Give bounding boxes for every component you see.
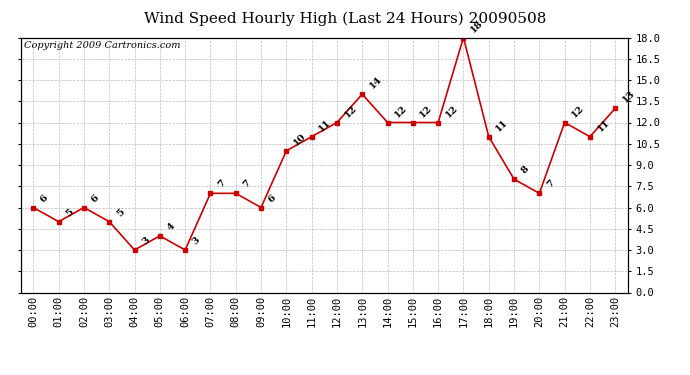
Text: 6: 6 bbox=[266, 193, 278, 204]
Text: 5: 5 bbox=[115, 207, 126, 218]
Text: 11: 11 bbox=[494, 117, 510, 133]
Text: 7: 7 bbox=[241, 178, 253, 190]
Text: 13: 13 bbox=[621, 89, 637, 105]
Text: 4: 4 bbox=[166, 221, 177, 232]
Text: 8: 8 bbox=[520, 165, 531, 176]
Text: 12: 12 bbox=[418, 103, 434, 119]
Text: 7: 7 bbox=[545, 178, 556, 190]
Text: 12: 12 bbox=[342, 103, 358, 119]
Text: 12: 12 bbox=[393, 103, 409, 119]
Text: 10: 10 bbox=[292, 131, 308, 147]
Text: Copyright 2009 Cartronics.com: Copyright 2009 Cartronics.com bbox=[23, 41, 180, 50]
Text: 6: 6 bbox=[90, 193, 101, 204]
Text: 11: 11 bbox=[595, 117, 611, 133]
Text: 7: 7 bbox=[216, 178, 227, 190]
Text: 5: 5 bbox=[64, 207, 75, 218]
Text: 12: 12 bbox=[570, 103, 586, 119]
Text: 11: 11 bbox=[317, 117, 333, 133]
Text: 12: 12 bbox=[444, 103, 460, 119]
Text: Wind Speed Hourly High (Last 24 Hours) 20090508: Wind Speed Hourly High (Last 24 Hours) 2… bbox=[144, 11, 546, 26]
Text: 3: 3 bbox=[140, 235, 151, 246]
Text: 18: 18 bbox=[469, 18, 485, 34]
Text: 3: 3 bbox=[190, 235, 202, 246]
Text: 14: 14 bbox=[368, 75, 384, 91]
Text: 6: 6 bbox=[39, 193, 50, 204]
